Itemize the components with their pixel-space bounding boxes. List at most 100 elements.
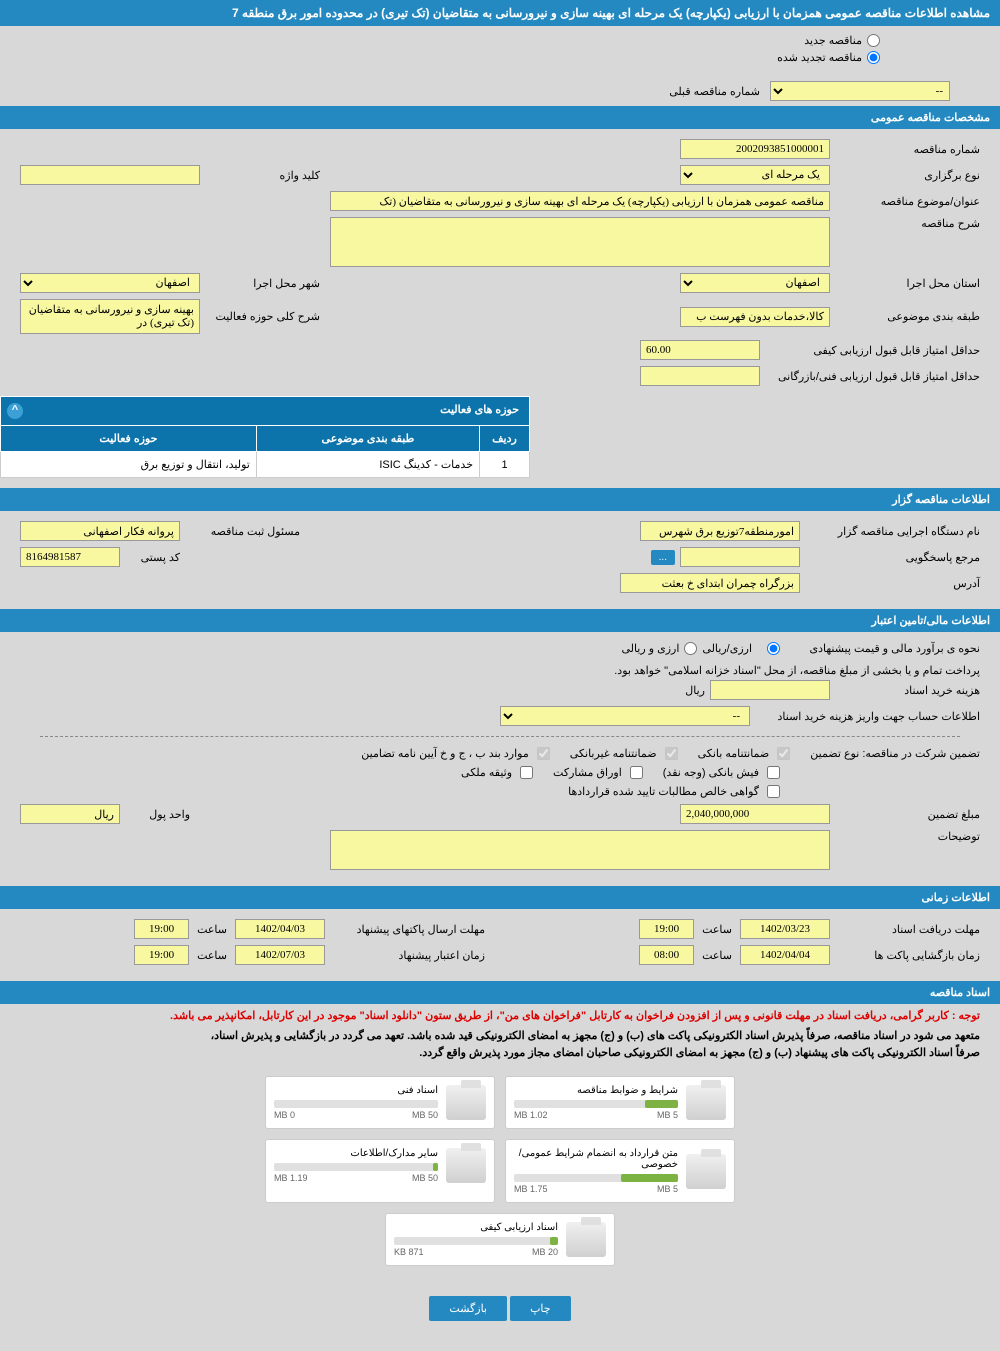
file-box-2[interactable]: متن قرارداد به انضمام شرایط عمومی/خصوصی … [505,1139,735,1203]
description-textarea[interactable] [330,217,830,267]
folder-icon [446,1148,486,1183]
submit-time-label: ساعت [197,923,227,936]
back-button[interactable]: بازگشت [429,1296,507,1321]
subject-label: عنوان/موضوع مناقصه [830,195,980,208]
doc-fee-input[interactable] [710,680,830,700]
description-label: شرح مناقصه [830,217,980,230]
folder-icon [686,1154,726,1189]
city-select[interactable]: اصفهان [20,273,200,293]
min-quality-input[interactable] [640,340,760,360]
min-tech-input[interactable] [640,366,760,386]
activity-table: حوزه های فعالیت ^ ردیف طبقه بندی موضوعی … [0,396,530,478]
open-time-label: ساعت [702,949,732,962]
validity-time-input[interactable] [134,945,189,965]
receive-date-input[interactable] [740,919,830,939]
open-date-input[interactable] [740,945,830,965]
radio-renewed-tender[interactable] [867,51,880,64]
min-quality-label: حداقل امتیاز قابل قبول ارزیابی کیفی [760,344,980,357]
currency-label: واحد پول [120,808,190,821]
prev-tender-label: شماره مناقصه قبلی [669,85,760,98]
radio-estimate-2[interactable] [684,642,697,655]
file-box-0[interactable]: شرایط و ضوابط مناقصه 5 MB1.02 MB [505,1076,735,1129]
category-label: طبقه بندی موضوعی [830,310,980,323]
estimate-opt1-label: ارزی/ریالی [702,642,752,655]
guarantee-amount-label: مبلغ تضمین [830,808,980,821]
chk-bank-guarantee[interactable] [777,747,790,760]
chk-participation[interactable] [630,766,643,779]
estimate-opt2-label: ارزی و ریالی [621,642,679,655]
file-box-4[interactable]: اسناد ارزیابی کیفی 20 MB871 KB [385,1213,615,1266]
open-time-input[interactable] [639,945,694,965]
receive-time-input[interactable] [639,919,694,939]
contact-more-button[interactable]: ... [651,550,675,565]
province-select[interactable]: اصفهان [680,273,830,293]
activity-table-title: حوزه های فعالیت [440,404,519,416]
subject-input[interactable] [330,191,830,211]
estimate-label: نحوه ی برآورد مالی و قیمت پیشنهادی [780,642,980,655]
holding-type-select[interactable]: یک مرحله ای [680,165,830,185]
chk-bylaw[interactable] [537,747,550,760]
currency-input[interactable] [20,804,120,824]
radio-estimate-1[interactable] [767,642,780,655]
postal-label: کد پستی [120,551,180,564]
doc-fee-label: هزینه خرید اسناد [830,684,980,697]
docs-note2: متعهد می شود در اسناد مناقصه، صرفاً پذیر… [0,1027,1000,1044]
validity-date-input[interactable] [235,945,325,965]
chk-property[interactable] [520,766,533,779]
contact-label: مرجع پاسخگویی [800,551,980,564]
activity-desc-textarea[interactable]: بهینه سازی و نیرورسانی به متقاضیان (تک ت… [20,299,200,334]
submit-date-input[interactable] [235,919,325,939]
validity-time-label: ساعت [197,949,227,962]
tender-type-section: مناقصه جدید مناقصه تجدید شده [0,26,1000,76]
min-tech-label: حداقل امتیاز قابل قبول ارزیابی فنی/بازرگ… [760,370,980,383]
guarantee-amount-input[interactable] [680,804,830,824]
section-docs: اسناد مناقصه [0,981,1000,1004]
reg-officer-input[interactable] [20,521,180,541]
validity-label: زمان اعتبار پیشنهاد [325,949,485,962]
folder-icon [566,1222,606,1257]
receive-time-label: ساعت [702,923,732,936]
col-activity: حوزه فعالیت [1,426,257,452]
section-general: مشخصات مناقصه عمومی [0,106,1000,129]
file-box-1[interactable]: اسناد فنی 50 MB0 MB [265,1076,495,1129]
submit-time-input[interactable] [134,919,189,939]
keyword-input[interactable] [20,165,200,185]
holding-type-label: نوع برگزاری [830,169,980,182]
open-deadline-label: زمان بازگشایی پاکت ها [830,949,980,962]
postal-input[interactable] [20,547,120,567]
address-input[interactable] [620,573,800,593]
radio-new-tender[interactable] [867,34,880,47]
account-label: اطلاعات حساب جهت واریز هزینه خرید اسناد [750,710,980,723]
print-button[interactable]: چاپ [510,1296,571,1321]
submit-deadline-label: مهلت ارسال پاکتهای پیشنهاد [325,923,485,936]
file-box-3[interactable]: سایر مدارک/اطلاعات 50 MB1.19 MB [265,1139,495,1203]
section-financial: اطلاعات مالی/تامین اعتبار [0,609,1000,632]
table-row: 1 خدمات - کدینگ ISIC تولید، انتقال و توز… [1,452,530,478]
docs-note3: صرفاً اسناد الکترونیکی پاکت های پیشنهاد … [0,1044,1000,1061]
prev-tender-select[interactable]: -- [770,81,950,101]
notes-textarea[interactable] [330,830,830,870]
reg-officer-label: مسئول ثبت مناقصه [180,525,300,538]
folder-icon [686,1085,726,1120]
chk-nonbank-guarantee[interactable] [665,747,678,760]
collapse-icon[interactable]: ^ [7,403,23,419]
page-title: مشاهده اطلاعات مناقصه عمومی همزمان با ار… [0,0,1000,26]
chk-contracts[interactable] [767,785,780,798]
tender-no-input[interactable] [680,139,830,159]
payment-note: پرداخت تمام و یا بخشی از مبلغ مناقصه، از… [20,661,980,680]
org-name-input[interactable] [640,521,800,541]
city-label: شهر محل اجرا [200,277,320,290]
label-renewed-tender: مناقصه تجدید شده [777,51,862,64]
tender-no-label: شماره مناقصه [830,143,980,156]
account-select[interactable]: -- [500,706,750,726]
keyword-label: کلید واژه [200,169,320,182]
chk-bank-receipt[interactable] [767,766,780,779]
section-organizer: اطلاعات مناقصه گزار [0,488,1000,511]
folder-icon [446,1085,486,1120]
activity-desc-label: شرح کلی حوزه فعالیت [200,310,320,323]
category-input[interactable] [680,307,830,327]
col-category: طبقه بندی موضوعی [256,426,479,452]
contact-input[interactable] [680,547,800,567]
col-row: ردیف [480,426,530,452]
guarantee-label: تضمین شرکت در مناقصه: نوع تضمین [810,747,980,760]
